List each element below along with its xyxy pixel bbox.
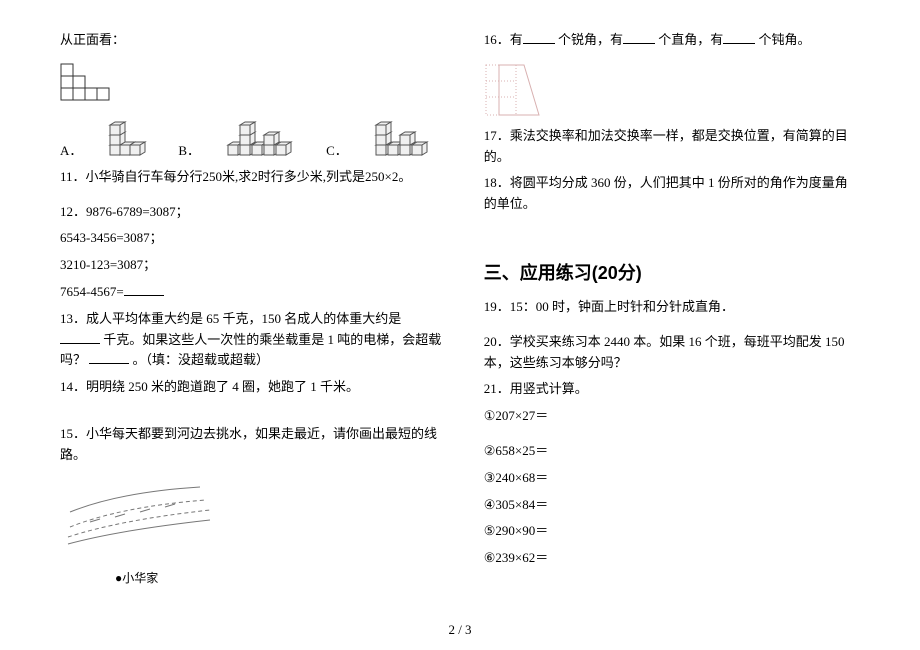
option-b-label: B． (178, 140, 200, 159)
section-3-title: 三、应用练习(20分) (484, 259, 860, 285)
calc-6: ⑥239×62＝ (484, 548, 860, 569)
q12-line2: 6543-3456=3087； (60, 228, 444, 249)
calc-1: ①207×27＝ (484, 406, 860, 427)
q17: 17．乘法交换率和加法交换率一样，都是交换位置，有简算的目的。 (484, 126, 860, 168)
q19: 19．15：00 时，钟面上时针和分针成直角． (484, 297, 860, 318)
cube-diagram-c (374, 117, 444, 159)
blank-field[interactable] (623, 31, 655, 44)
q11: 11．小华骑自行车每分行250米,求2时行多少米,列式是250×2。 (60, 167, 444, 188)
blank-field[interactable] (124, 283, 164, 296)
river-diagram: ●小华家 (60, 482, 220, 596)
q13: 13．成人平均体重大约是 65 千克，150 名成人的体重大约是 千克。如果这些… (60, 309, 444, 371)
left-column: 从正面看： A． B． C． 11．小华骑自行车每分行250米,求2时行多少米,… (60, 30, 444, 610)
q12-line1: 12．9876-6789=3087； (60, 202, 444, 223)
calc-3: ③240×68＝ (484, 468, 860, 489)
page-number: 2 / 3 (448, 622, 471, 638)
calc-2: ②658×25＝ (484, 441, 860, 462)
calc-4: ④305×84＝ (484, 495, 860, 516)
right-column: 16．有 个锐角，有 个直角，有 个钝角。 17．乘法交换率和加法交换率一样，都… (484, 30, 860, 610)
q16: 16．有 个锐角，有 个直角，有 个钝角。 (484, 30, 860, 51)
svg-text:●小华家: ●小华家 (115, 570, 158, 585)
blank-field[interactable] (60, 331, 100, 344)
front-view-label: 从正面看： (60, 30, 444, 51)
option-c-label: C． (326, 140, 348, 159)
option-a-label: A． (60, 140, 82, 159)
q14: 14．明明绕 250 米的跑道跑了 4 圈，她跑了 1 千米。 (60, 377, 444, 398)
cube-diagram-a (108, 117, 158, 159)
blank-field[interactable] (523, 31, 555, 44)
q18: 18．将圆平均分成 360 份，人们把其中 1 份所对的角作为度量角的单位。 (484, 173, 860, 215)
front-view-shape (60, 63, 444, 107)
blank-field[interactable] (89, 351, 129, 364)
blank-field[interactable] (723, 31, 755, 44)
q12-line3: 3210-123=3087； (60, 255, 444, 276)
q20: 20．学校买来练习本 2440 本。如果 16 个班，每班平均配发 150本，这… (484, 332, 860, 374)
q15: 15．小华每天都要到河边去挑水，如果走最近，请你画出最短的线路。 (60, 424, 444, 466)
angle-shape (484, 63, 544, 118)
q12-line4: 7654-4567= (60, 282, 444, 303)
cube-diagram-b (226, 117, 306, 159)
cube-options-row: A． B． C． (60, 117, 444, 159)
calc-5: ⑤290×90＝ (484, 521, 860, 542)
q21: 21．用竖式计算。 (484, 379, 860, 400)
